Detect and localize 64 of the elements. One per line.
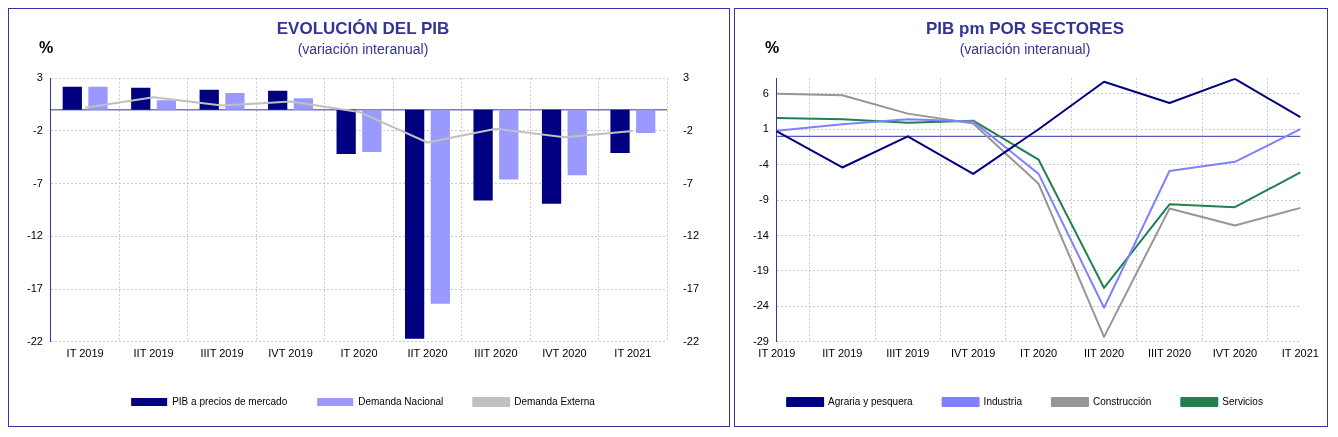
x-tick-label: IT 2020	[1020, 347, 1058, 360]
x-tick-label: IIIT 2019	[886, 347, 930, 360]
bar	[362, 109, 382, 153]
y2-tick-label: -17	[683, 282, 700, 295]
legend-label: PIB a precios de mercado	[172, 395, 288, 407]
bar	[610, 109, 630, 154]
bar	[541, 109, 562, 204]
x-tick-label: IT 2020	[340, 347, 378, 360]
chart-title: EVOLUCIÓN DEL PIB	[276, 18, 450, 38]
x-tick-label: IIT 2020	[407, 347, 448, 360]
x-tick-label: IIT 2020	[1083, 347, 1125, 360]
bar	[88, 86, 108, 110]
y-tick-label: 1	[762, 122, 769, 135]
legend-label: Demanda Externa	[514, 395, 596, 407]
x-tick-label: IT 2021	[614, 347, 652, 360]
bar	[62, 86, 82, 110]
x-tick-label: IVT 2019	[950, 347, 996, 360]
x-tick-label: IVT 2020	[542, 347, 587, 360]
legend-label: Demanda Nacional	[358, 395, 444, 407]
bar	[499, 109, 519, 180]
y2-tick-label: 3	[683, 71, 690, 84]
bar	[405, 109, 425, 339]
x-tick-label: IT 2019	[758, 347, 796, 360]
y2-tick-label: -22	[683, 334, 700, 347]
y2-tick-label: -12	[683, 229, 700, 242]
y-tick-label: -12	[26, 229, 43, 242]
bar	[636, 109, 656, 134]
y-tick-label: 6	[762, 86, 769, 99]
bar	[336, 109, 356, 155]
y-tick-label: -24	[752, 299, 769, 312]
y-tick-label: -29	[752, 334, 769, 347]
y-axis-title: %	[765, 39, 780, 57]
y2-tick-label: -7	[683, 176, 693, 189]
y-tick-label: -2	[33, 123, 43, 136]
y-axis-title: %	[39, 39, 54, 57]
legend-label: Agraria y pesquera	[828, 395, 914, 407]
y-tick-label: -19	[752, 263, 769, 276]
x-tick-label: IVT 2020	[1212, 347, 1258, 360]
y-tick-label: -7	[33, 176, 43, 189]
x-tick-label: IIT 2019	[822, 347, 863, 360]
chart-subtitle: (variación interanual)	[959, 40, 1091, 57]
legend-label: Construcción	[1092, 395, 1152, 407]
x-tick-label: IT 2019	[66, 347, 104, 360]
bar	[156, 100, 177, 110]
bar	[473, 109, 493, 201]
chart-subtitle: (variación interanual)	[297, 40, 429, 57]
y-tick-label: -22	[26, 334, 43, 347]
x-tick-label: IIIT 2020	[474, 347, 518, 360]
bar	[567, 109, 587, 176]
x-tick-label: IIIT 2020	[1147, 347, 1192, 360]
y2-tick-label: -2	[683, 123, 693, 136]
x-tick-label: IT 2021	[1281, 347, 1319, 360]
x-tick-label: IVT 2019	[268, 347, 313, 360]
chart-title: PIB pm POR SECTORES	[925, 18, 1125, 38]
y-tick-label: -14	[752, 228, 769, 241]
bar	[430, 109, 450, 304]
x-tick-label: IIIT 2019	[200, 347, 244, 360]
y-tick-label: -4	[759, 157, 769, 170]
y-tick-label: -17	[26, 282, 43, 295]
y-tick-label: -9	[759, 193, 769, 206]
legend-label: Servicios	[1222, 395, 1263, 407]
legend-label: Industria	[983, 395, 1023, 407]
x-tick-label: IIT 2019	[133, 347, 174, 360]
y-tick-label: 3	[36, 71, 43, 84]
